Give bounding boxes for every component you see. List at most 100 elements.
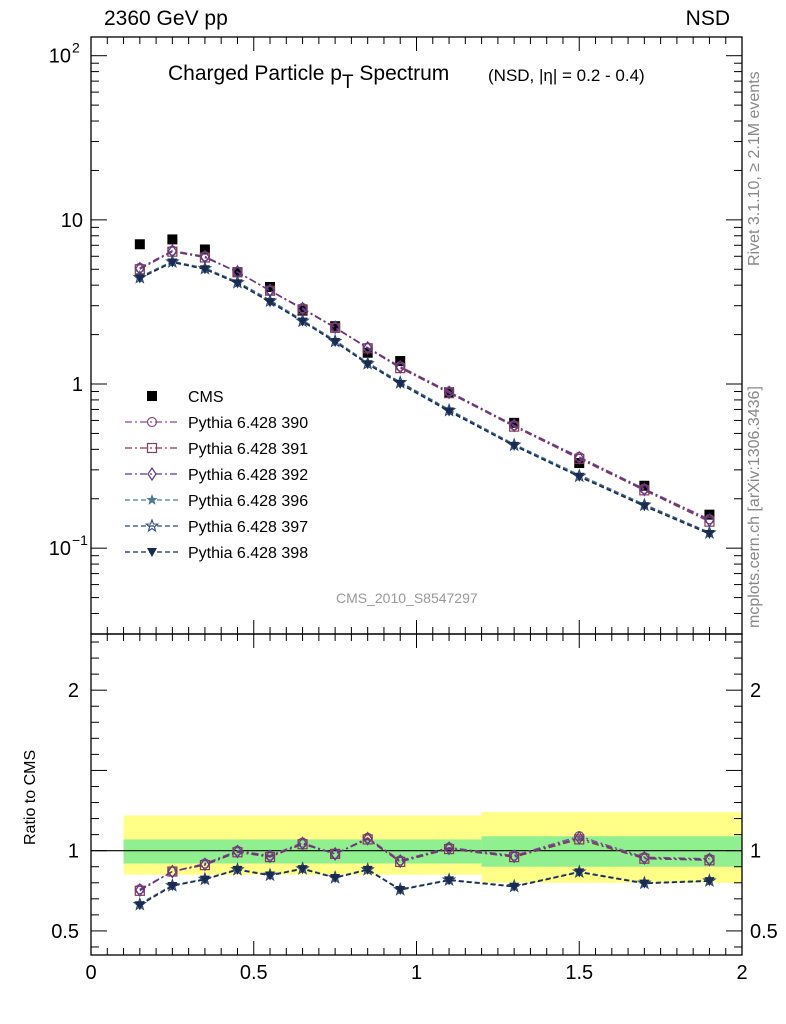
main-data-point <box>134 239 145 250</box>
uncertainty-band-inner <box>481 836 742 867</box>
main-data-point <box>297 305 308 316</box>
main-y-tick-label: 10 <box>61 210 83 232</box>
ratio-data-point <box>265 849 275 864</box>
main-data-point <box>199 244 210 255</box>
chart-title: Charged Particle pT Spectrum <box>168 62 449 93</box>
ratio-data-point <box>362 865 373 875</box>
ratio-y-axis-ticks: 0.5 0.5 1 1 2 2 <box>51 641 778 948</box>
main-data-point <box>362 360 373 370</box>
ratio-series-line <box>139 868 710 906</box>
main-data-point <box>704 529 715 539</box>
ratio-y-axis-label: Ratio to CMS <box>22 749 39 845</box>
main-series-line <box>139 261 710 534</box>
main-data-point <box>297 317 308 327</box>
ratio-y-tick-label: 0.5 <box>51 921 79 943</box>
ratio-series-group <box>132 830 717 911</box>
main-data-point <box>232 279 243 289</box>
rivet-version-text: Rivet 3.1.10, ≥ 2.1M events <box>746 71 763 266</box>
ratio-data-point <box>639 879 650 889</box>
legend-marker <box>146 416 158 428</box>
legend-label: Pythia 6.428 390 <box>188 415 308 432</box>
chart-title-subscript: T <box>341 72 354 93</box>
ratio-data-point <box>167 864 178 879</box>
legend-label: Pythia 6.428 391 <box>188 441 308 458</box>
ratio-data-point <box>199 875 210 885</box>
x-tick-label: 2 <box>736 962 747 984</box>
main-data-point <box>167 258 178 268</box>
main-data-point <box>330 320 340 335</box>
ratio-data-point <box>167 881 178 891</box>
main-data-point <box>509 441 520 451</box>
ratio-data-point <box>395 854 405 869</box>
main-series-pythia-6-428-392 <box>135 244 715 528</box>
ratio-data-point <box>704 852 715 867</box>
legend-label: Pythia 6.428 396 <box>188 493 308 510</box>
main-series-group <box>132 234 717 540</box>
ratio-data-point <box>639 850 650 865</box>
main-data-point <box>265 281 276 292</box>
ratio-uncertainty-bands <box>123 812 742 883</box>
chart-title-main: Charged Particle p <box>168 62 342 85</box>
ratio-data-point <box>297 865 308 875</box>
ratio-y-tick-label: 2 <box>68 680 79 702</box>
main-y-tick-label: 10 <box>49 538 71 560</box>
collision-energy-label: 2360 GeV pp <box>104 7 228 30</box>
ratio-data-point <box>509 849 519 864</box>
x-tick-label: 1 <box>411 962 422 984</box>
x-tick-label: 0.5 <box>240 962 268 984</box>
legend-marker <box>147 466 157 482</box>
ratio-series-pythia-6-428-392 <box>135 830 715 898</box>
main-y-tick-exponent: 2 <box>72 40 80 56</box>
uncertainty-band-inner <box>123 839 482 864</box>
legend-label: Pythia 6.428 398 <box>188 545 308 562</box>
ratio-data-point <box>265 871 276 881</box>
ratio-y-tick-label: 1 <box>68 841 79 863</box>
x-axis-ticks: 0 0.5 1 1.5 2 <box>85 37 748 984</box>
x-tick-label: 0 <box>85 962 96 984</box>
ratio-data-point <box>297 836 308 851</box>
ratio-series-line <box>139 837 710 891</box>
ratio-data-point <box>330 846 340 861</box>
ratio-data-point <box>444 876 455 886</box>
legend-marker <box>144 518 160 533</box>
main-data-point <box>639 502 650 512</box>
main-y-tick-label: 10 <box>49 46 71 68</box>
main-data-point <box>265 298 276 308</box>
main-data-point <box>574 472 585 482</box>
legend-label: CMS <box>188 389 224 406</box>
main-y-tick-label: 1 <box>72 374 83 396</box>
main-data-point <box>199 265 210 275</box>
main-data-point <box>395 380 406 390</box>
ratio-y-tick-label-right: 2 <box>750 680 761 702</box>
legend: CMS Pythia 6.428 390 Pythia 6.428 391 Pythi… <box>125 389 308 562</box>
legend-marker <box>146 494 158 505</box>
ratio-series-pythia-6-428-398 <box>134 865 715 911</box>
ratio-data-point <box>509 882 520 892</box>
ratio-data-point <box>330 873 341 883</box>
ratio-data-point <box>444 841 454 856</box>
legend-label: Pythia 6.428 392 <box>188 467 308 484</box>
process-label: NSD <box>685 7 730 30</box>
main-data-point <box>167 234 178 245</box>
ratio-plot-frame <box>90 633 743 956</box>
legend-marker <box>147 391 157 401</box>
ratio-data-point <box>135 882 145 898</box>
ratio-data-point <box>574 868 585 878</box>
main-data-point <box>509 417 520 428</box>
ratio-data-point <box>200 857 210 872</box>
main-series-pythia-6-428-398 <box>134 258 715 539</box>
ratio-data-point <box>134 901 145 911</box>
mcplots-credit-text: mcplots.cern.ch [arXiv:1306.3436] <box>746 386 763 628</box>
ratio-data-point <box>232 844 243 859</box>
ratio-y-tick-label-right: 0.5 <box>750 921 778 943</box>
main-data-point <box>395 359 405 375</box>
main-data-point <box>134 274 145 284</box>
ratio-data-point <box>574 830 584 845</box>
main-data-point <box>444 407 455 417</box>
legend-marker <box>147 548 157 557</box>
ratio-data-point <box>232 865 243 875</box>
ratio-data-point <box>704 877 715 887</box>
main-series-line <box>139 250 710 521</box>
main-data-point <box>362 340 373 355</box>
